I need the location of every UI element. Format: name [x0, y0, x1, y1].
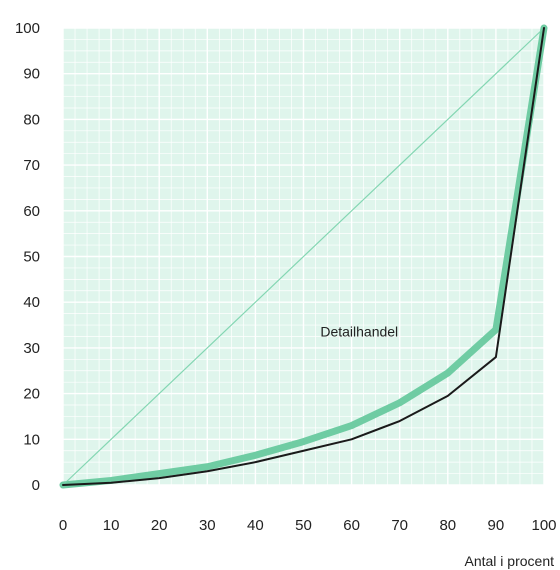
x-tick-label: 70 [391, 517, 408, 534]
y-tick-label: 10 [23, 431, 40, 448]
y-tick-label: 70 [23, 157, 40, 174]
y-tick-label: 20 [23, 386, 40, 403]
y-tick-label: 90 [23, 66, 40, 83]
y-tick-label: 40 [23, 294, 40, 311]
x-tick-labels: 0 10 20 30 40 50 60 70 80 90 100 [59, 517, 557, 534]
equality-diagonal-line [62, 27, 545, 486]
x-tick-label: 0 [59, 517, 67, 534]
y-tick-label: 60 [23, 203, 40, 220]
x-tick-label: 40 [247, 517, 264, 534]
x-axis-title: Antal i procent [465, 553, 555, 569]
x-tick-label: 90 [488, 517, 505, 534]
y-tick-label: 0 [32, 477, 40, 494]
x-tick-label: 80 [439, 517, 456, 534]
series-line-black [62, 27, 545, 486]
series-line-green-band [59, 24, 548, 489]
y-tick-label: 50 [23, 249, 40, 266]
series-group [59, 24, 548, 489]
x-tick-label: 10 [103, 517, 120, 534]
y-tick-label: 80 [23, 111, 40, 128]
x-tick-label: 30 [199, 517, 216, 534]
y-tick-label: 30 [23, 340, 40, 357]
x-tick-label: 60 [343, 517, 360, 534]
annotation-label: Detailhandel [320, 323, 398, 339]
y-tick-labels: 0 10 20 30 40 50 60 70 80 90 100 [15, 20, 40, 494]
y-tick-label: 100 [15, 20, 40, 37]
x-tick-label: 50 [295, 517, 312, 534]
x-tick-label: 20 [151, 517, 168, 534]
x-tick-label: 100 [531, 517, 556, 534]
